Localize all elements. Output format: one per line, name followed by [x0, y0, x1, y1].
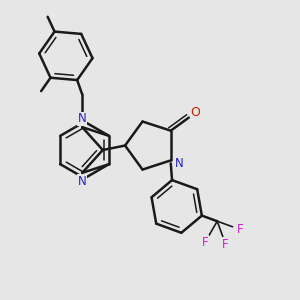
Text: O: O	[190, 106, 200, 119]
Text: F: F	[237, 223, 244, 236]
Text: N: N	[78, 175, 87, 188]
Text: F: F	[222, 238, 229, 251]
Text: N: N	[78, 112, 87, 125]
Text: F: F	[202, 236, 208, 249]
Text: N: N	[175, 157, 184, 170]
